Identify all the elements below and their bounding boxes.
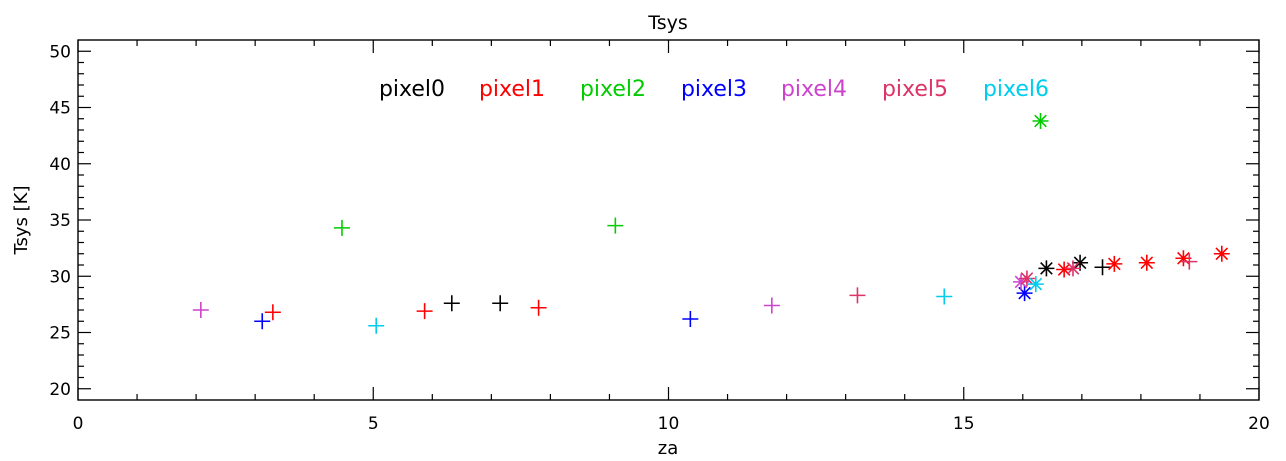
y-tick-label: 40 bbox=[49, 155, 71, 175]
y-axis-label: Tsys [K] bbox=[11, 186, 32, 256]
y-tick-label: 25 bbox=[49, 324, 71, 344]
plus-point-pixel5 bbox=[1181, 253, 1198, 270]
x-tick-label: 10 bbox=[658, 414, 680, 434]
x-tick-label: 5 bbox=[368, 414, 379, 434]
legend-entry-pixel0: pixel0 bbox=[379, 77, 445, 102]
star-point-pixel5 bbox=[1018, 270, 1035, 287]
plus-point-pixel1 bbox=[264, 304, 281, 321]
star-point-pixel6 bbox=[1027, 276, 1044, 293]
plot-frame bbox=[77, 39, 1260, 401]
y-tick-label: 20 bbox=[49, 380, 71, 400]
plus-point-pixel5 bbox=[849, 287, 866, 304]
legend-entry-pixel4: pixel4 bbox=[781, 77, 847, 102]
plus-point-pixel0 bbox=[492, 295, 509, 312]
plus-point-pixel0 bbox=[443, 295, 460, 312]
star-point-pixel1 bbox=[1213, 245, 1230, 262]
legend-entry-pixel5: pixel5 bbox=[882, 77, 948, 102]
star-point-pixel1 bbox=[1138, 254, 1155, 271]
x-tick-label: 15 bbox=[953, 414, 975, 434]
data-points bbox=[192, 113, 1230, 334]
chart-title: Tsys bbox=[647, 12, 688, 34]
legend-entry-pixel6: pixel6 bbox=[983, 77, 1049, 102]
legend: pixel0 pixel1 pixel2 pixel3 pixel4 pixel5 pixe… bbox=[379, 77, 1049, 102]
y-tick-label: 30 bbox=[49, 267, 71, 287]
y-tick-label: 35 bbox=[49, 211, 71, 231]
legend-entry-pixel1: pixel1 bbox=[479, 77, 545, 102]
star-point-pixel1 bbox=[1056, 261, 1073, 278]
plus-point-pixel2 bbox=[607, 217, 624, 234]
x-tick-label: 0 bbox=[73, 414, 84, 434]
x-axis-label: za bbox=[658, 438, 678, 459]
star-point-pixel2 bbox=[1032, 113, 1049, 129]
star-point-pixel5 bbox=[1064, 260, 1081, 277]
plus-point-pixel3 bbox=[254, 313, 271, 330]
plus-point-pixel4 bbox=[763, 297, 780, 314]
legend-entry-pixel3: pixel3 bbox=[681, 77, 747, 102]
x-tick-label: 20 bbox=[1248, 414, 1270, 434]
star-point-pixel3 bbox=[1016, 285, 1033, 302]
star-point-pixel1 bbox=[1106, 255, 1123, 272]
legend-entry-pixel2: pixel2 bbox=[580, 77, 646, 102]
y-tick-label: 45 bbox=[49, 99, 71, 119]
axis-ticks bbox=[77, 40, 1260, 400]
plus-point-pixel6 bbox=[368, 317, 385, 334]
y-tick-labels: 20 25 30 35 40 45 50 bbox=[49, 42, 71, 400]
plus-point-pixel0 bbox=[1094, 259, 1111, 276]
x-tick-labels: 0 5 10 15 20 bbox=[73, 414, 1270, 434]
y-tick-label: 50 bbox=[49, 42, 71, 62]
plus-point-pixel3 bbox=[682, 311, 699, 327]
plus-point-pixel6 bbox=[936, 288, 953, 305]
plus-point-pixel2 bbox=[333, 219, 350, 236]
plus-point-pixel4 bbox=[192, 302, 209, 318]
plus-point-pixel1 bbox=[530, 299, 547, 316]
star-point-pixel0 bbox=[1038, 260, 1055, 277]
plus-point-pixel1 bbox=[416, 303, 433, 320]
